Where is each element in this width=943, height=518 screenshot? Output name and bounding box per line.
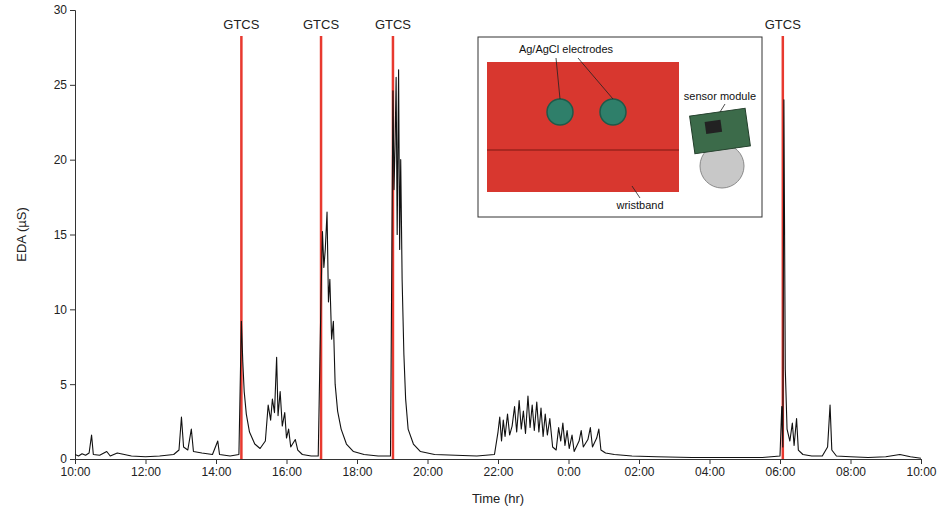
y-axis-title: EDA (µS) bbox=[14, 207, 29, 261]
wristband-shape bbox=[487, 62, 679, 192]
wristband-seam bbox=[487, 149, 679, 151]
y-tick-label: 15 bbox=[54, 228, 68, 242]
electrode-shape bbox=[547, 99, 573, 125]
x-tick: 12:00 bbox=[131, 459, 161, 479]
inset: Ag/AgCl electrodes sensor module wristband bbox=[478, 37, 762, 217]
x-tick-label: 12:00 bbox=[131, 465, 161, 479]
x-tick-mark bbox=[851, 459, 852, 464]
y-tick-label: 10 bbox=[54, 303, 68, 317]
x-tick-mark bbox=[75, 459, 76, 464]
inset-label: Ag/AgCl electrodes bbox=[519, 43, 614, 55]
inset-label: sensor module bbox=[684, 90, 756, 102]
y-tick-label: 25 bbox=[54, 78, 68, 92]
electrode-shape bbox=[600, 99, 626, 125]
y-tick: 15 bbox=[54, 228, 75, 242]
x-tick-label: 0:00 bbox=[557, 465, 581, 479]
x-tick: 10:00 bbox=[60, 459, 90, 479]
x-tick-label: 10:00 bbox=[906, 465, 936, 479]
x-tick-label: 20:00 bbox=[413, 465, 443, 479]
y-tick-mark bbox=[70, 459, 75, 460]
y-tick-mark bbox=[70, 85, 75, 86]
x-tick: 0:00 bbox=[557, 459, 581, 479]
chart: 05101520253010:0012:0014:0016:0018:0020:… bbox=[0, 0, 943, 518]
x-tick: 02:00 bbox=[624, 459, 654, 479]
x-tick: 04:00 bbox=[695, 459, 725, 479]
x-axis: 10:00 12:00 14:00 16:00 18:00 20:00 22:00 0:00 0… bbox=[60, 459, 936, 479]
y-axis: 051015202530 bbox=[54, 3, 76, 466]
event-label: GTCS bbox=[375, 17, 411, 32]
x-tick-mark bbox=[357, 459, 358, 464]
x-tick-mark bbox=[780, 459, 781, 464]
x-axis-title: Time (hr) bbox=[472, 491, 524, 506]
x-tick: 18:00 bbox=[342, 459, 372, 479]
x-tick-mark bbox=[498, 459, 499, 464]
x-tick-label: 14:00 bbox=[201, 465, 231, 479]
x-tick-label: 10:00 bbox=[60, 465, 90, 479]
x-tick: 08:00 bbox=[836, 459, 866, 479]
x-tick-mark bbox=[428, 459, 429, 464]
plot-area bbox=[75, 36, 921, 459]
y-tick: 25 bbox=[54, 78, 75, 92]
x-axis-line bbox=[76, 460, 922, 465]
sensor-module-shape bbox=[690, 108, 751, 153]
y-tick: 10 bbox=[54, 303, 75, 317]
x-tick-mark bbox=[639, 459, 640, 464]
y-tick: 5 bbox=[60, 378, 75, 392]
event-label: GTCS bbox=[303, 17, 339, 32]
y-tick-mark bbox=[70, 235, 75, 236]
x-tick-mark bbox=[287, 459, 288, 464]
x-tick-label: 22:00 bbox=[483, 465, 513, 479]
y-axis-line bbox=[70, 11, 76, 460]
x-tick: 10:00 bbox=[906, 459, 936, 479]
x-tick: 20:00 bbox=[413, 459, 443, 479]
x-tick-label: 04:00 bbox=[695, 465, 725, 479]
x-tick-mark bbox=[216, 459, 217, 464]
x-tick-label: 08:00 bbox=[836, 465, 866, 479]
event-label: GTCS bbox=[765, 17, 801, 32]
y-tick: 30 bbox=[54, 3, 75, 17]
x-tick: 16:00 bbox=[272, 459, 302, 479]
x-tick-mark bbox=[146, 459, 147, 464]
event-label: GTCS bbox=[223, 17, 259, 32]
x-tick-label: 02:00 bbox=[624, 465, 654, 479]
y-tick-label: 5 bbox=[60, 378, 67, 392]
x-tick-mark bbox=[921, 459, 922, 464]
leader-line bbox=[578, 58, 613, 99]
y-tick-mark bbox=[70, 384, 75, 385]
leader-line bbox=[556, 58, 560, 99]
x-tick: 06:00 bbox=[765, 459, 795, 479]
inset-label: wristband bbox=[615, 199, 663, 211]
sensor-chip-shape bbox=[705, 120, 723, 134]
y-tick-mark bbox=[70, 160, 75, 161]
y-tick-mark bbox=[70, 309, 75, 310]
x-tick-label: 16:00 bbox=[272, 465, 302, 479]
y-tick-label: 20 bbox=[54, 153, 68, 167]
x-tick: 14:00 bbox=[201, 459, 231, 479]
x-tick-label: 06:00 bbox=[765, 465, 795, 479]
inset-frame bbox=[478, 37, 762, 217]
x-tick-mark bbox=[710, 459, 711, 464]
x-tick-label: 18:00 bbox=[342, 465, 372, 479]
y-tick: 20 bbox=[54, 153, 75, 167]
leader-line bbox=[720, 104, 725, 112]
x-tick: 22:00 bbox=[483, 459, 513, 479]
y-tick-label: 30 bbox=[54, 3, 68, 17]
leader-line bbox=[632, 186, 640, 198]
y-tick-mark bbox=[70, 10, 75, 11]
x-tick-mark bbox=[569, 459, 570, 464]
